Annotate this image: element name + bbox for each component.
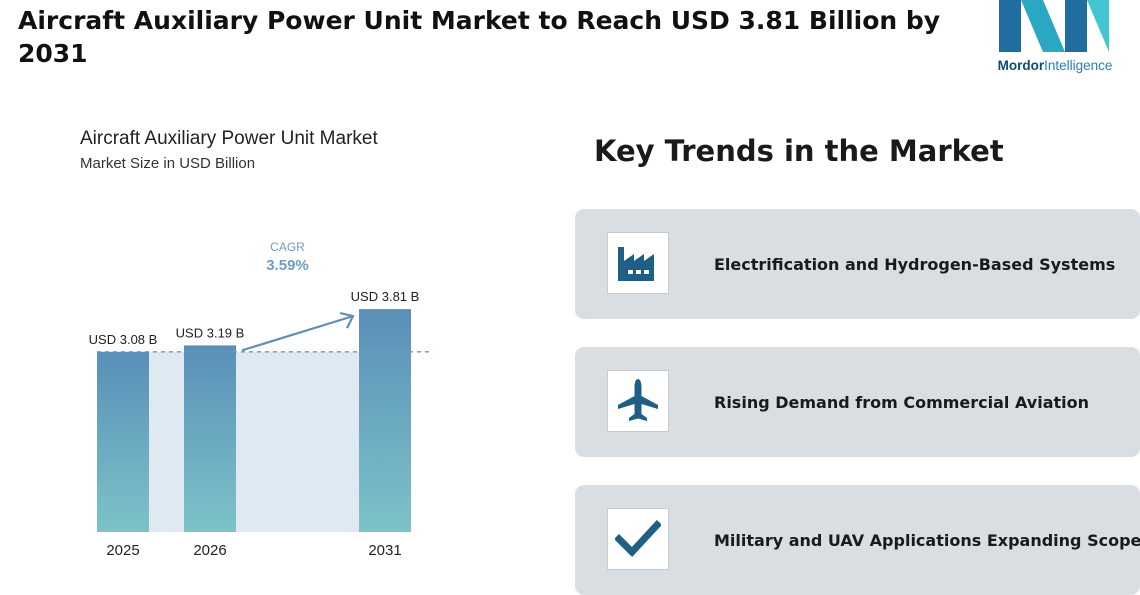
- value-label-2031: USD 3.81 B: [351, 289, 420, 304]
- trend-card-electrification: Electrification and Hydrogen-Based Syste…: [575, 209, 1140, 319]
- checkmark-icon-glyph: [615, 520, 661, 558]
- logo-text-bold: Mordor: [997, 58, 1045, 73]
- value-label-2025: USD 3.08 B: [89, 332, 158, 347]
- factory-icon-glyph: [618, 247, 654, 281]
- page-headline: Aircraft Auxiliary Power Unit Market to …: [18, 6, 941, 68]
- value-label-2026: USD 3.19 B: [176, 325, 245, 340]
- trend-label: Military and UAV Applications Expanding …: [714, 530, 1140, 550]
- cagr-value: 3.59%: [266, 257, 309, 274]
- category-label-2026: 2026: [193, 542, 226, 559]
- bar-2025: [97, 351, 149, 532]
- logo-text: MordorIntelligence: [985, 58, 1125, 73]
- factory-icon: [607, 232, 669, 294]
- growth-band: [149, 351, 359, 532]
- trend-label: Electrification and Hydrogen-Based Syste…: [714, 254, 1116, 274]
- trend-card-military-uav: Military and UAV Applications Expanding …: [575, 485, 1140, 595]
- checkmark-icon: [607, 508, 669, 570]
- cagr-label: CAGR: [270, 240, 305, 254]
- market-size-bar-chart: USD 3.08 B USD 3.19 B USD 3.81 B 2025 2026 20…: [89, 240, 433, 559]
- bar-2031: [359, 309, 411, 532]
- chart-title: Aircraft Auxiliary Power Unit Market: [80, 128, 378, 149]
- mordor-intelligence-logo: MordorIntelligence: [985, 0, 1125, 80]
- logo-text-light: Intelligence: [1044, 58, 1113, 73]
- chart-subtitle: Market Size in USD Billion: [80, 155, 256, 172]
- logo-mark-icon: [999, 0, 1109, 52]
- bar-2026: [184, 345, 236, 532]
- trend-card-commercial-aviation: Rising Demand from Commercial Aviation: [575, 347, 1140, 457]
- cagr-arrow-head: [339, 312, 355, 329]
- airplane-icon: [607, 370, 669, 432]
- category-label-2031: 2031: [368, 542, 401, 559]
- cagr-arrow-shaft: [241, 315, 354, 352]
- category-label-2025: 2025: [106, 542, 139, 559]
- airplane-icon-glyph: [618, 379, 658, 421]
- trends-title: Key Trends in the Market: [594, 134, 1004, 168]
- trend-label: Rising Demand from Commercial Aviation: [714, 392, 1090, 412]
